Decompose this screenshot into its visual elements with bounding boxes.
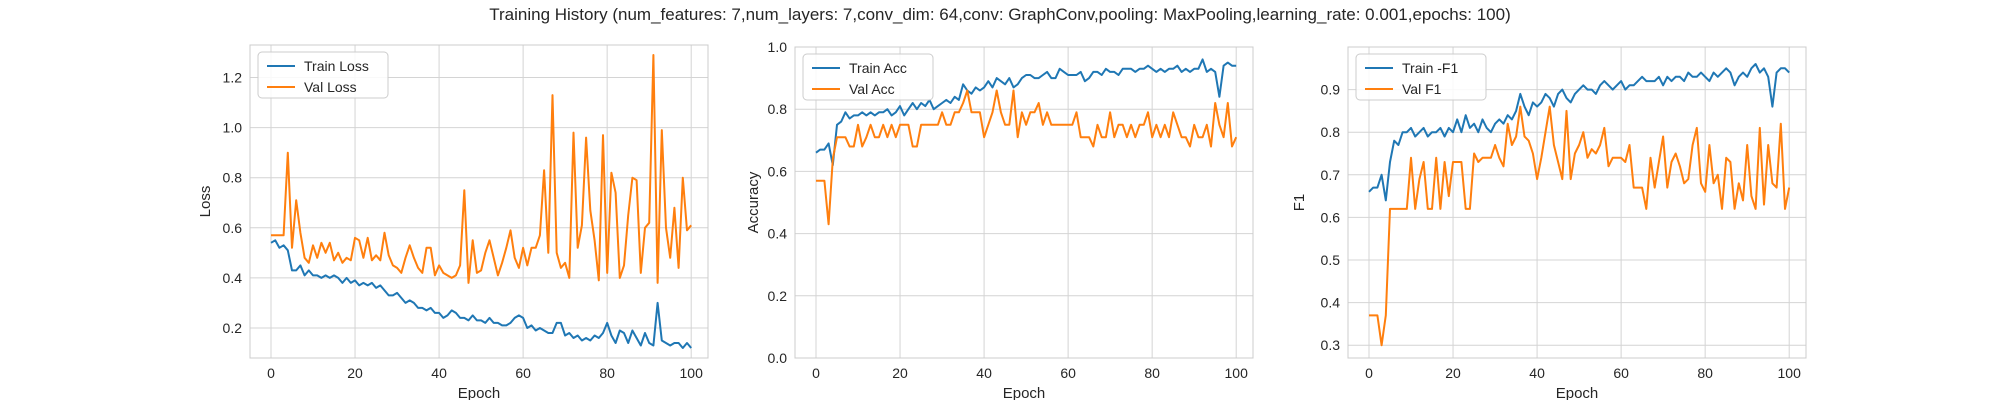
- series-line-0: [1368, 63, 1790, 202]
- legend-label: Val Acc: [849, 81, 895, 97]
- y-tick-label: 0.4: [223, 270, 243, 286]
- x-tick-label: 80: [1697, 365, 1713, 381]
- y-tick-label: 0.2: [768, 288, 788, 304]
- x-tick-label: 20: [892, 365, 908, 381]
- x-axis-label: Epoch: [458, 385, 501, 400]
- series-line-0: [270, 239, 692, 349]
- y-tick-label: 0.9: [1321, 82, 1341, 98]
- legend-label: Val Loss: [304, 79, 357, 95]
- legend-label: Val F1: [1402, 81, 1442, 97]
- y-tick-label: 0.6: [1321, 209, 1341, 225]
- series-line-1: [816, 89, 1238, 226]
- x-tick-label: 60: [515, 365, 531, 381]
- axes-frame: [249, 44, 709, 359]
- y-tick-label: 1.0: [768, 39, 788, 55]
- y-axis-label: F1: [1291, 194, 1308, 212]
- x-axis-label: Epoch: [1003, 385, 1046, 400]
- x-tick-label: 100: [1225, 365, 1249, 381]
- legend-label: Train Loss: [304, 58, 369, 74]
- x-tick-label: 100: [1778, 365, 1802, 381]
- axes-frame: [794, 46, 1254, 359]
- x-tick-label: 40: [431, 365, 447, 381]
- y-tick-label: 0.4: [768, 226, 788, 242]
- y-tick-label: 0.8: [223, 170, 243, 186]
- y-tick-label: 0.6: [223, 220, 243, 236]
- legend-label: Train -F1: [1402, 60, 1458, 76]
- y-tick-label: 0.8: [768, 101, 788, 117]
- y-axis-label: Accuracy: [745, 171, 762, 233]
- legend-label: Train Acc: [849, 60, 907, 76]
- x-tick-label: 80: [1144, 365, 1160, 381]
- chart-panel-2: 0 20 40 60 80 100 0.3 0.4 0.5 0.6 0.7 0.8 0.9 Epoch F1…: [1291, 46, 1807, 400]
- axes-frame: [1347, 46, 1807, 359]
- y-tick-label: 0.2: [223, 320, 243, 336]
- y-tick-label: 1.0: [223, 120, 243, 136]
- y-tick-label: 0.6: [768, 163, 788, 179]
- x-tick-label: 60: [1613, 365, 1629, 381]
- x-tick-label: 40: [976, 365, 992, 381]
- series-line-1: [271, 54, 692, 284]
- y-tick-label: 1.2: [223, 70, 243, 86]
- y-tick-label: 0.0: [768, 350, 788, 366]
- series-line-1: [1369, 105, 1791, 347]
- y-tick-label: 0.7: [1321, 167, 1341, 183]
- x-tick-label: 100: [680, 365, 704, 381]
- chart-panel-1: 0 20 40 60 80 100 0.0 0.2 0.4 0.6 0.8 1.0 Epoch Accur…: [745, 39, 1254, 400]
- x-tick-label: 20: [347, 365, 363, 381]
- x-tick-label: 0: [812, 365, 820, 381]
- x-tick-label: 20: [1445, 365, 1461, 381]
- figure-title: Training History (num_features: 7,num_la…: [489, 5, 1511, 24]
- chart-panel-0: 0 20 40 60 80 100 0.2 0.4 0.6 0.8 1.0 1.2 Epoch Loss T…: [197, 44, 709, 400]
- x-tick-label: 80: [599, 365, 615, 381]
- x-tick-label: 40: [1529, 365, 1545, 381]
- y-tick-label: 0.8: [1321, 124, 1341, 140]
- x-tick-label: 0: [267, 365, 275, 381]
- y-tick-label: 0.4: [1321, 295, 1341, 311]
- x-tick-label: 0: [1365, 365, 1373, 381]
- x-tick-label: 60: [1060, 365, 1076, 381]
- y-tick-label: 0.5: [1321, 252, 1341, 268]
- y-tick-label: 0.3: [1321, 337, 1341, 353]
- y-axis-label: Loss: [197, 186, 214, 218]
- x-axis-label: Epoch: [1556, 385, 1599, 400]
- series-line-0: [815, 58, 1237, 167]
